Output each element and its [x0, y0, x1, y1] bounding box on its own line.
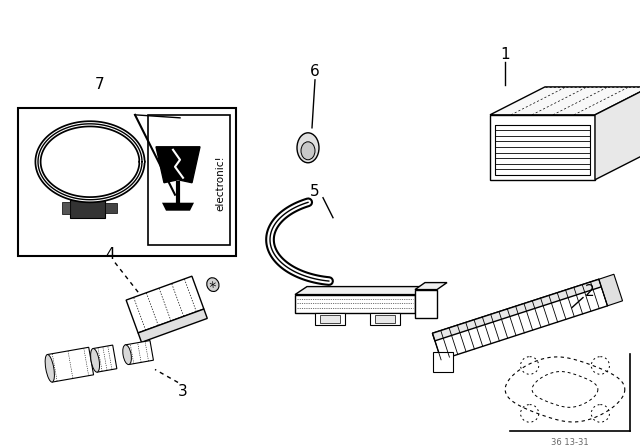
Polygon shape [126, 276, 204, 333]
Text: electronic!: electronic! [215, 155, 225, 211]
Text: 36 13-31: 36 13-31 [551, 438, 589, 447]
Text: 2: 2 [585, 284, 595, 299]
Ellipse shape [91, 349, 100, 372]
Bar [148, 115, 230, 245]
Text: 1: 1 [500, 47, 510, 62]
Bar [315, 313, 345, 324]
Polygon shape [295, 287, 427, 295]
Polygon shape [490, 87, 640, 115]
Polygon shape [599, 274, 623, 306]
Ellipse shape [45, 354, 54, 382]
Bar [105, 202, 117, 213]
Bar [415, 289, 437, 318]
Polygon shape [415, 283, 447, 289]
Bar [375, 314, 395, 323]
Polygon shape [490, 115, 595, 180]
Polygon shape [125, 340, 154, 365]
Bar [370, 313, 400, 324]
Ellipse shape [297, 133, 319, 163]
Polygon shape [595, 87, 640, 180]
Text: 4: 4 [105, 247, 115, 262]
Text: 3: 3 [178, 384, 188, 399]
Polygon shape [47, 347, 93, 382]
Bar [62, 202, 70, 214]
Polygon shape [433, 279, 602, 341]
Polygon shape [156, 147, 200, 183]
Bar [433, 352, 453, 372]
Polygon shape [295, 295, 415, 313]
Bar [320, 314, 340, 323]
Polygon shape [138, 309, 207, 342]
Polygon shape [93, 345, 117, 372]
Bar [495, 125, 590, 175]
Polygon shape [162, 202, 194, 211]
Polygon shape [433, 279, 607, 360]
Ellipse shape [301, 142, 315, 160]
Bar [18, 108, 236, 256]
Ellipse shape [123, 345, 131, 365]
Ellipse shape [207, 278, 219, 292]
Text: 6: 6 [310, 65, 320, 79]
Text: 7: 7 [95, 78, 105, 92]
Text: 5: 5 [310, 184, 320, 199]
Bar [70, 200, 105, 218]
